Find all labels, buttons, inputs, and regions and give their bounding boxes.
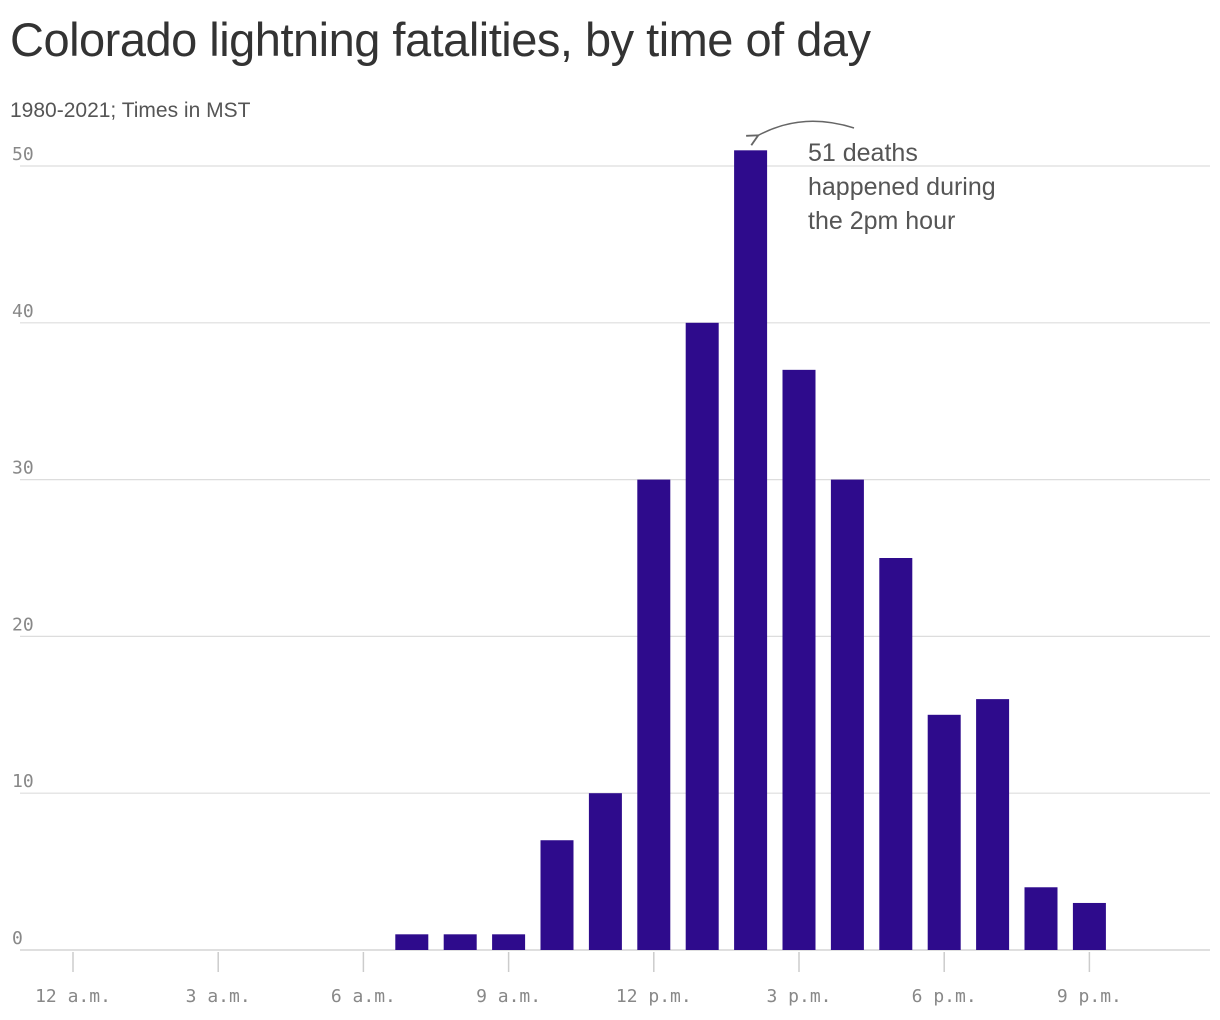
x-tick-label: 9 a.m. — [476, 986, 541, 1007]
bar — [395, 934, 429, 950]
bar — [443, 934, 477, 950]
annotation-line-3: the 2pm hour — [808, 207, 955, 235]
x-axis: 12 a.m. 3 a.m. 6 a.m. 9 a.m. 12 p.m. 3 p.m. 6 … — [35, 952, 1122, 1007]
bars — [395, 150, 1106, 951]
y-tick-label: 0 — [12, 928, 23, 949]
bar — [685, 322, 719, 950]
x-tick-label: 9 p.m. — [1057, 986, 1122, 1007]
bar — [830, 479, 864, 950]
y-tick-label: 20 — [12, 614, 34, 635]
annotation-line-1: 51 deaths — [808, 139, 918, 167]
bar — [927, 714, 961, 950]
chart-title: Colorado lightning fatalities, by time o… — [10, 13, 871, 66]
y-tick-label: 40 — [12, 301, 34, 322]
y-tick-label: 10 — [12, 771, 34, 792]
chart-subtitle: 1980-2021; Times in MST — [10, 99, 251, 122]
y-tick-label: 30 — [12, 458, 34, 479]
bar — [879, 558, 913, 950]
y-tick-label: 50 — [12, 144, 34, 165]
bar — [492, 934, 526, 950]
bar — [782, 369, 816, 951]
bar — [1072, 902, 1106, 950]
x-tick-label: 12 a.m. — [35, 986, 111, 1007]
annotation-arrow — [757, 120, 855, 136]
bar — [734, 150, 768, 950]
annotation: 51 deaths happened during the 2pm hour — [757, 120, 996, 235]
x-tick-label: 3 a.m. — [186, 986, 251, 1007]
bar — [588, 793, 622, 950]
x-tick-label: 6 a.m. — [331, 986, 396, 1007]
annotation-line-2: happened during — [808, 173, 996, 201]
x-tick-label: 3 p.m. — [766, 986, 831, 1007]
bar — [637, 479, 671, 950]
x-tick-label: 12 p.m. — [616, 986, 692, 1007]
bar — [976, 699, 1010, 950]
bar — [1024, 887, 1058, 950]
bar — [540, 840, 574, 950]
x-tick-label: 6 p.m. — [912, 986, 977, 1007]
